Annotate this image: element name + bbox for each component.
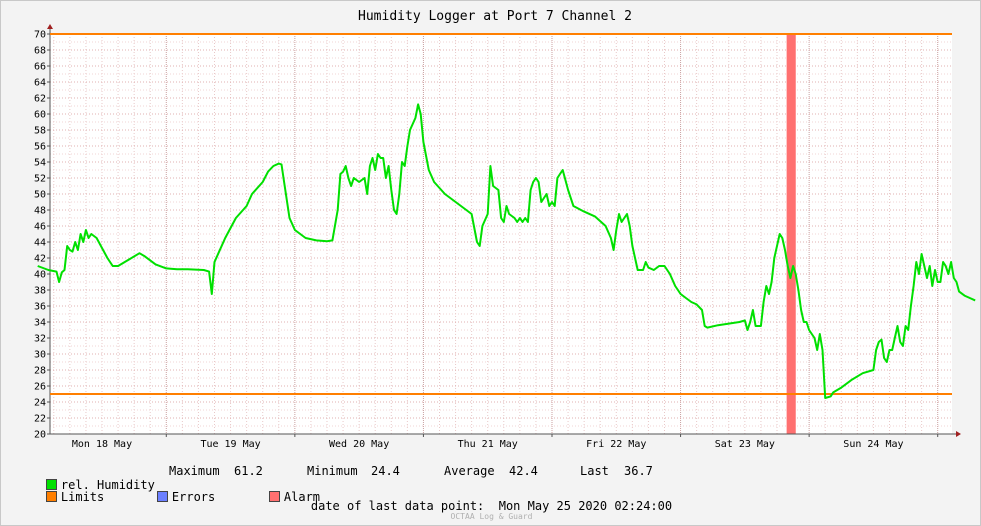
y-axis-arrow <box>47 24 53 29</box>
x-axis-arrow <box>956 431 961 437</box>
last-label: Last <box>580 464 609 478</box>
y-tick-label: 36 <box>34 302 46 313</box>
alarm-band <box>786 34 796 434</box>
x-tick-label: Sun 24 May <box>843 439 903 450</box>
y-tick-label: 40 <box>34 270 46 281</box>
x-tick-label: Thu 21 May <box>458 439 518 450</box>
maximum-value: 61.2 <box>234 464 263 478</box>
humidity-series-line <box>37 103 976 399</box>
limits-label: Limits <box>60 490 105 504</box>
minimum-label: Minimum <box>307 464 358 478</box>
footer-label: date of last data point: <box>310 499 485 513</box>
humidity-chart: Humidity Logger at Port 7 Channel 2 20 22… <box>34 9 976 450</box>
chart-title: Humidity Logger at Port 7 Channel 2 <box>358 9 632 24</box>
minimum-value: 24.4 <box>371 464 400 478</box>
y-tick-label: 22 <box>34 414 46 425</box>
alarm-label: Alarm <box>283 490 321 504</box>
x-tick-label: Wed 20 May <box>329 439 389 450</box>
legend-errors: Errors <box>128 476 215 518</box>
y-tick-label: 46 <box>34 222 46 233</box>
legend-humidity: rel. Humidity <box>60 478 155 492</box>
y-tick-label: 54 <box>34 158 46 169</box>
brand-watermark: OCTAA Log & Guard <box>450 512 533 521</box>
y-tick-label: 24 <box>34 398 46 409</box>
y-tick-label: 38 <box>34 286 46 297</box>
y-tick-label: 52 <box>34 174 46 185</box>
errors-swatch <box>156 491 168 502</box>
y-tick-label: 64 <box>34 78 46 89</box>
errors-label: Errors <box>171 490 216 504</box>
x-tick-label: Tue 19 May <box>200 439 260 450</box>
y-tick-label: 66 <box>34 62 46 73</box>
humidity-swatch <box>45 479 57 490</box>
y-tick-label: 28 <box>34 366 46 377</box>
plot-area: 20 22 24 26 28 30 32 34 36 38 40 42 44 46 48 50 52 54 56 58… <box>34 24 976 450</box>
y-tick-label: 62 <box>34 94 46 105</box>
y-tick-label: 68 <box>34 46 46 57</box>
footer-value: Mon May 25 2020 02:24:00 <box>498 499 673 513</box>
alarm-swatch <box>268 491 280 502</box>
y-tick-label: 30 <box>34 350 46 361</box>
y-tick-label: 48 <box>34 206 46 217</box>
y-tick-label: 20 <box>34 430 46 441</box>
y-tick-label: 32 <box>34 334 46 345</box>
y-tick-label: 42 <box>34 254 46 265</box>
last-value: 36.7 <box>624 464 653 478</box>
footer-last-data-point: date of last data point: Mon May 25 2020… <box>1 499 981 513</box>
y-tick-label: 58 <box>34 126 46 137</box>
x-tick-label: Sat 23 May <box>715 439 775 450</box>
average-value: 42.4 <box>509 464 538 478</box>
limits-swatch <box>45 491 57 502</box>
y-tick-label: 50 <box>34 190 46 201</box>
y-tick-label: 60 <box>34 110 46 121</box>
legend-stats-row: rel. Humidity <box>17 464 155 506</box>
y-tick-label: 44 <box>34 238 46 249</box>
y-tick-label: 70 <box>34 30 46 41</box>
y-tick-label: 26 <box>34 382 46 393</box>
x-tick-label: Fri 22 May <box>586 439 646 450</box>
y-tick-label: 34 <box>34 318 46 329</box>
x-tick-label: Mon 18 May <box>72 439 132 450</box>
legend-limits: Limits <box>17 476 104 518</box>
maximum-label: Maximum <box>169 464 220 478</box>
y-tick-label: 56 <box>34 142 46 153</box>
average-label: Average <box>444 464 495 478</box>
legend-alarm: Alarm <box>240 476 320 518</box>
